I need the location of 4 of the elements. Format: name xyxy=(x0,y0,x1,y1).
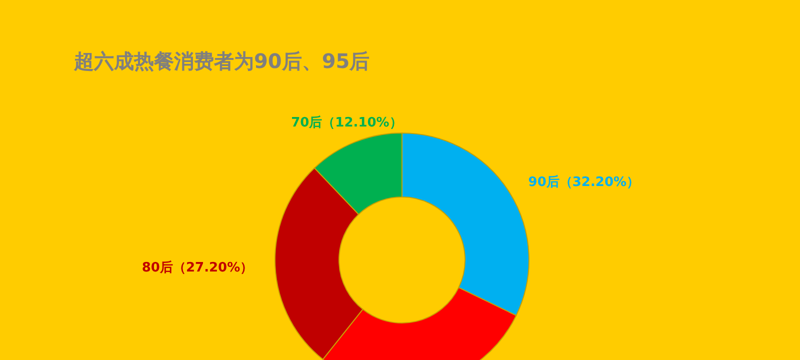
slice-label: 70后（12.10%） xyxy=(291,114,402,131)
chart-title: 超六成热餐消费者为90后、95后 xyxy=(73,49,370,73)
slice-label: 80后（27.20%） xyxy=(142,260,254,276)
slice-label: 90后（32.20%） xyxy=(528,174,640,190)
